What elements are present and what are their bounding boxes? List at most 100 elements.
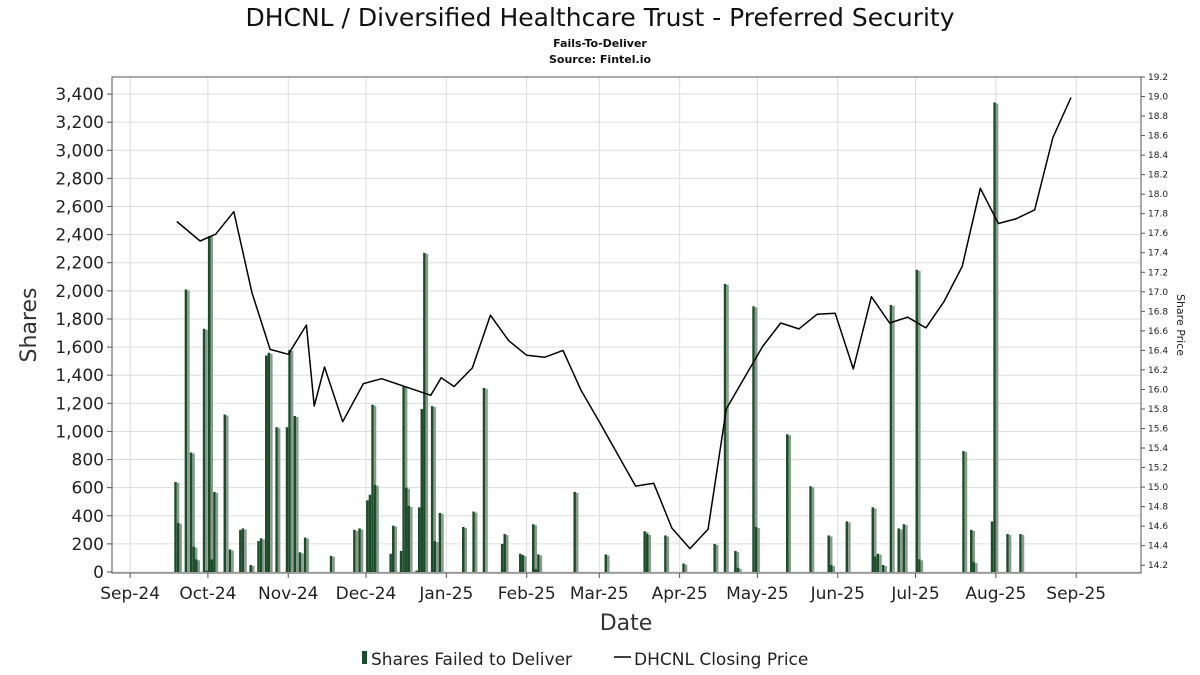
bar-fails — [531, 524, 535, 572]
y2-tick-label: 15.4 — [1148, 444, 1168, 454]
bar-fails — [754, 527, 758, 572]
y2-tick-label: 16.8 — [1148, 307, 1168, 317]
bar-fails-shade — [505, 535, 509, 572]
bar-fails-shade — [360, 529, 364, 572]
bar-fails-shade — [874, 508, 877, 572]
y-tick-label: 3,000 — [55, 141, 104, 161]
bar-fails — [871, 507, 875, 572]
bar-fails — [433, 541, 436, 572]
bar-fails — [503, 534, 506, 572]
y-tick-label: 3,200 — [55, 113, 104, 133]
bar-fails — [736, 567, 740, 572]
y-axis-title: Shares — [17, 288, 42, 363]
bar-fails — [809, 486, 812, 572]
x-tick-label: Aug-25 — [965, 584, 1026, 604]
bar-fails — [993, 102, 996, 573]
bar-fails — [423, 252, 426, 572]
bar-fails-shade — [534, 525, 537, 572]
y2-tick-label: 16.4 — [1148, 346, 1168, 356]
bar-fails — [303, 537, 307, 572]
bar-fails — [482, 387, 486, 572]
y-tick-label: 0 — [93, 563, 104, 583]
bar-fails — [430, 406, 434, 572]
y2-tick-label: 17.8 — [1148, 210, 1168, 220]
bar-fails-shade — [715, 544, 719, 572]
line-series-price — [176, 97, 1072, 550]
bar-fails-shade — [210, 237, 213, 572]
bar-fails — [195, 559, 198, 572]
y2-tick-label: 18.2 — [1148, 171, 1168, 181]
chart-subtitle-fails: Fails-To-Deliver — [553, 37, 647, 50]
y-axis-left: 0 200 400 600 800 1,000 1,200 1,400 1,600 1,800 2,… — [55, 85, 112, 583]
bar-fails-shade — [726, 284, 729, 572]
bar-fails-shade — [972, 530, 976, 572]
bar-fails — [368, 494, 372, 572]
legend-label-bar: Shares Failed to Deliver — [371, 650, 572, 670]
bar-fails-shade — [474, 512, 478, 572]
legend-swatch-bar — [362, 651, 367, 664]
bar-fails-shade — [754, 307, 758, 572]
y-tick-label: 200 — [72, 535, 104, 555]
bar-fails — [438, 512, 442, 572]
bar-fails-shade — [192, 453, 195, 572]
plot-area — [111, 76, 1142, 574]
bar-fails-shade — [757, 528, 760, 572]
bar-fails — [329, 555, 333, 572]
bar-fails-shade — [666, 536, 670, 572]
y-tick-label: 2,800 — [55, 169, 104, 189]
y2-tick-label: 14.2 — [1148, 561, 1168, 571]
bar-fails — [174, 482, 177, 572]
bar-fails-shade — [251, 565, 255, 572]
bar-fails — [404, 487, 408, 572]
bar-fails-shade — [226, 415, 229, 572]
y2-tick-label: 15.2 — [1148, 464, 1168, 474]
y2-tick-label: 15.0 — [1148, 483, 1168, 493]
y-tick-label: 2,600 — [55, 198, 104, 218]
x-tick-label: Sep-24 — [100, 584, 160, 604]
y-tick-label: 800 — [72, 451, 104, 471]
bar-fails-shade — [205, 329, 208, 572]
y-tick-label: 400 — [72, 507, 104, 527]
x-tick-label: Mar-25 — [570, 584, 629, 604]
y2-tick-label: 17.6 — [1148, 229, 1168, 239]
bar-fails — [213, 491, 216, 572]
bar-fails — [752, 306, 755, 572]
bar-fails — [257, 541, 260, 572]
bar-fails — [970, 529, 973, 572]
bar-fails — [889, 304, 893, 572]
bar-fails-shade — [433, 407, 436, 572]
x-tick-label: May-25 — [726, 584, 789, 604]
y2-tick-label: 19.2 — [1148, 73, 1168, 83]
bar-fails — [223, 414, 227, 572]
chart-title: DHCNL / Diversified Healthcare Trust - P… — [245, 3, 954, 32]
bar-fails — [358, 528, 361, 572]
bar-fails-shade — [301, 553, 304, 572]
bar-fails — [534, 569, 538, 572]
bar-fails — [399, 550, 403, 572]
bar-fails-shade — [435, 542, 439, 572]
bar-fails-shade — [684, 564, 688, 572]
bar-fails — [353, 529, 356, 572]
bar-fails-shade — [425, 253, 429, 572]
bar-fails — [366, 500, 369, 572]
bar-fails — [239, 529, 242, 572]
bar-fails-shade — [788, 435, 791, 572]
legend: Shares Failed to Deliver DHCNL Closing P… — [362, 650, 808, 670]
y-tick-label: 1,400 — [55, 366, 104, 386]
x-tick-label: Oct-24 — [179, 584, 236, 604]
bar-fails — [897, 528, 900, 572]
y2-tick-label: 18.6 — [1148, 132, 1168, 142]
bar-fails — [420, 408, 424, 572]
bar-fails — [192, 546, 195, 572]
bar-fails-shade — [736, 551, 740, 572]
bar-fails-shade — [539, 555, 543, 572]
bar-fails — [845, 521, 849, 572]
bar-fails — [285, 427, 289, 572]
bar-fails-shade — [1008, 535, 1012, 572]
bar-fails — [373, 484, 377, 572]
bar-fails-shade — [920, 560, 924, 572]
bar-fails-shade — [306, 538, 309, 572]
bar-fails — [643, 531, 646, 572]
bar-fails-shade — [179, 523, 182, 572]
